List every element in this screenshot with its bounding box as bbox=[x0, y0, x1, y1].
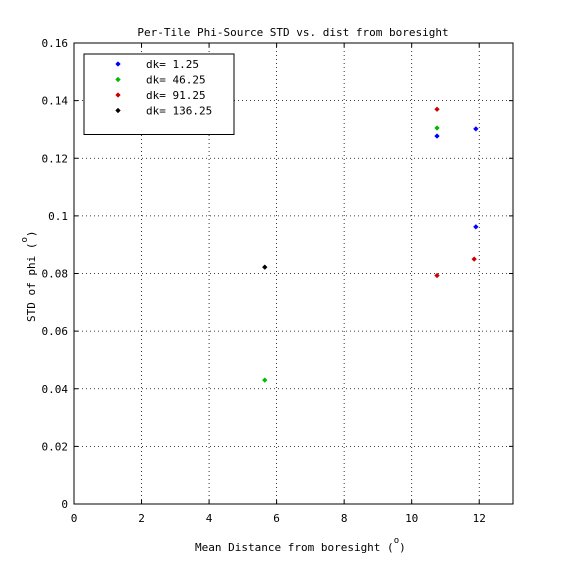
x-tick-label: 0 bbox=[71, 512, 78, 525]
chart-title: Per-Tile Phi-Source STD vs. dist from bo… bbox=[137, 26, 448, 39]
legend-label: dk= 1.25 bbox=[146, 58, 199, 71]
data-points bbox=[262, 106, 479, 383]
legend-label: dk= 91.25 bbox=[146, 89, 206, 102]
x-tick-label: 12 bbox=[473, 512, 486, 525]
data-point bbox=[434, 133, 440, 139]
data-point bbox=[473, 126, 479, 132]
legend-label: dk= 136.25 bbox=[146, 105, 212, 118]
x-tick-label: 10 bbox=[405, 512, 418, 525]
x-axis-label: Mean Distance from boresight (o) bbox=[195, 536, 406, 554]
x-tick-label: 8 bbox=[341, 512, 348, 525]
data-point bbox=[473, 224, 479, 230]
y-tick-label: 0.08 bbox=[42, 268, 69, 281]
y-axis-label-end: ) bbox=[25, 230, 38, 237]
y-axis-label-text: STD of phi ( bbox=[25, 243, 38, 322]
y-tick-label: 0 bbox=[61, 498, 68, 511]
legend-marker bbox=[115, 107, 121, 114]
data-point bbox=[262, 264, 268, 270]
y-tick-label: 0.12 bbox=[42, 152, 69, 165]
data-point bbox=[262, 377, 268, 383]
axis-ticks: 0 2 4 6 8 10 12 0 0.02 0.04 0.06 0.08 0.1 0.12 0.14 0.1… bbox=[42, 37, 513, 525]
y-tick-label: 0.1 bbox=[48, 210, 68, 223]
data-point bbox=[434, 272, 440, 279]
legend-marker bbox=[115, 92, 121, 98]
y-axis-label: STD of phi (o) bbox=[20, 230, 38, 322]
x-axis-label-text: Mean Distance from boresight ( bbox=[195, 541, 394, 554]
y-tick-label: 0.02 bbox=[42, 440, 69, 453]
y-tick-label: 0.16 bbox=[42, 37, 69, 50]
x-axis-label-superscript: o bbox=[394, 536, 399, 546]
y-axis-label-superscript: o bbox=[20, 237, 30, 242]
y-tick-label: 0.06 bbox=[42, 325, 69, 338]
x-tick-label: 2 bbox=[138, 512, 145, 525]
y-tick-label: 0.04 bbox=[42, 383, 69, 396]
legend-marker bbox=[115, 76, 121, 83]
legend: dk= 1.25 dk= 46.25 dk= 91.25 dk= 136.25 bbox=[83, 53, 235, 135]
x-tick-label: 4 bbox=[206, 512, 213, 525]
data-point bbox=[434, 106, 440, 113]
legend-marker bbox=[115, 61, 121, 67]
y-tick-label: 0.14 bbox=[42, 95, 69, 108]
x-axis-label-end: ) bbox=[399, 541, 406, 554]
legend-box bbox=[83, 53, 235, 135]
data-point bbox=[434, 125, 440, 131]
legend-label: dk= 46.25 bbox=[146, 74, 206, 87]
data-point bbox=[471, 256, 477, 262]
x-tick-label: 6 bbox=[273, 512, 280, 525]
